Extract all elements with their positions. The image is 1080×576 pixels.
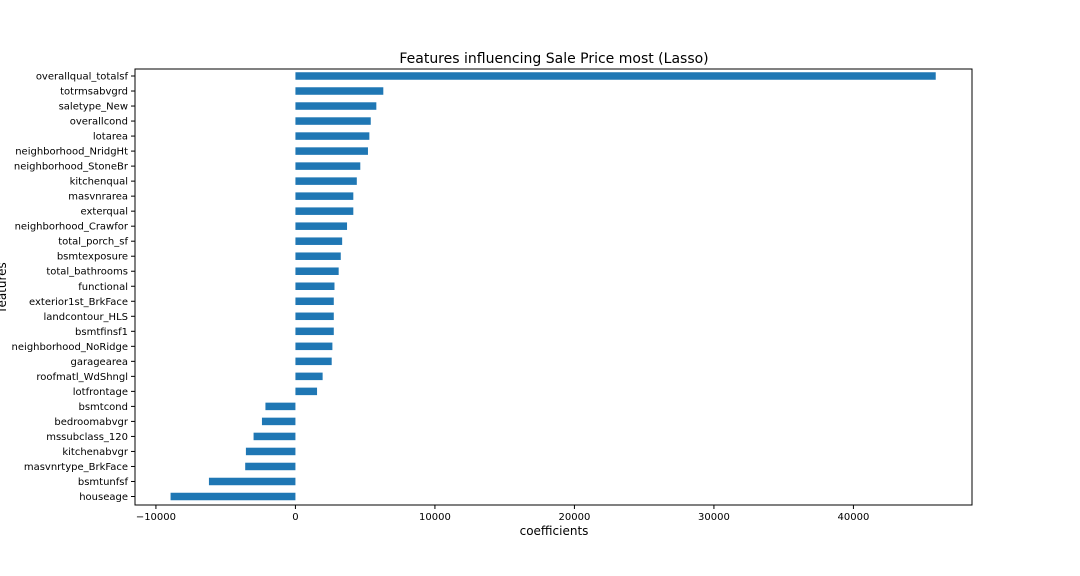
y-tick-label: neighborhood_Crawfor	[15, 222, 129, 233]
bar-lotarea	[295, 132, 370, 140]
bar-bedroomabvgr	[261, 417, 296, 426]
bar-kitchenabvgr	[245, 447, 296, 456]
y-tick-label: bsmtexposure	[57, 252, 128, 263]
x-tick-label: 40000	[838, 512, 870, 523]
y-tick-label: mssubclass_120	[46, 432, 128, 443]
bar-bsmtexposure	[295, 252, 341, 260]
bar-saletype_New	[295, 102, 377, 110]
bar-overallcond	[295, 117, 371, 125]
bar-totrmsabvgrd	[295, 87, 384, 95]
bar-bsmtcond	[265, 402, 296, 411]
y-tick-label: overallqual_totalsf	[36, 72, 129, 83]
y-tick-label: neighborhood_NridgHt	[15, 147, 128, 158]
y-tick-label: garagearea	[70, 357, 128, 368]
y-tick-label: exterqual	[81, 207, 129, 218]
bar-neighborhood_NoRidge	[295, 342, 333, 351]
y-tick-label: neighborhood_StoneBr	[14, 162, 129, 173]
bar-overallqual_totalsf	[295, 72, 936, 80]
bar-garagearea	[295, 357, 332, 366]
bar-masvnrarea	[295, 192, 354, 200]
bar-total_bathrooms	[295, 267, 339, 275]
bar-kitchenqual	[295, 177, 357, 185]
y-tick-label: neighborhood_NoRidge	[12, 342, 128, 353]
y-tick-label: masvnrtype_BrkFace	[24, 462, 128, 473]
bar-neighborhood_Crawfor	[295, 222, 348, 230]
bar-total_porch_sf	[295, 237, 343, 245]
bar-neighborhood_NridgHt	[295, 147, 368, 155]
bars-group	[170, 72, 936, 501]
chart-title: Features influencing Sale Price most (La…	[399, 51, 708, 67]
bar-exterior1st_BrkFace	[295, 297, 334, 306]
bar-roofmatl_WdShngl	[295, 372, 323, 381]
bar-exterqual	[295, 207, 354, 215]
x-axis-label: coefficients	[520, 524, 589, 538]
y-tick-label: overallcond	[70, 117, 128, 128]
x-tick-label: 10000	[419, 512, 451, 523]
bar-bsmtunfsf	[208, 477, 296, 486]
y-tick-label: total_porch_sf	[58, 237, 128, 248]
bar-neighborhood_StoneBr	[295, 162, 361, 170]
bar-bsmtfinsf1	[295, 327, 334, 336]
bar-masvnrtype_BrkFace	[245, 462, 296, 471]
bar-lotfrontage	[295, 387, 318, 396]
y-tick-label: lotfrontage	[73, 387, 128, 398]
y-tick-label: houseage	[79, 492, 128, 503]
y-tick-label: saletype_New	[59, 102, 128, 113]
x-axis-ticks: −10000 0 10000 20000 30000 40000	[136, 505, 870, 523]
x-tick-label: 0	[292, 512, 298, 523]
y-tick-label: bsmtunfsf	[78, 477, 129, 488]
y-tick-label: bsmtfinsf1	[75, 327, 128, 338]
y-axis-label: features	[0, 262, 9, 312]
bar-functional	[295, 282, 335, 291]
y-tick-label: lotarea	[93, 132, 128, 143]
y-axis-ticks: overallqual_totalsf totrmsabvgrd saletype_…	[12, 72, 135, 503]
x-tick-label: 30000	[698, 512, 730, 523]
y-tick-label: roofmatl_WdShngl	[36, 372, 128, 383]
y-tick-label: bsmtcond	[78, 402, 128, 413]
bar-mssubclass_120	[253, 432, 296, 441]
x-tick-label: 20000	[559, 512, 591, 523]
y-tick-label: functional	[78, 282, 128, 293]
bar-houseage	[170, 492, 296, 501]
plot-area-frame	[134, 68, 973, 506]
y-tick-label: masvnrarea	[68, 192, 128, 203]
y-tick-label: landcontour_HLS	[44, 312, 128, 323]
y-tick-label: bedroomabvgr	[54, 417, 128, 428]
x-tick-label: −10000	[136, 512, 176, 523]
y-tick-label: kitchenabvgr	[62, 447, 129, 458]
bar-landcontour_HLS	[295, 312, 334, 321]
y-tick-label: totrmsabvgrd	[60, 87, 128, 98]
y-tick-label: kitchenqual	[70, 177, 128, 188]
y-tick-label: exterior1st_BrkFace	[29, 297, 128, 308]
y-tick-label: total_bathrooms	[46, 267, 128, 278]
